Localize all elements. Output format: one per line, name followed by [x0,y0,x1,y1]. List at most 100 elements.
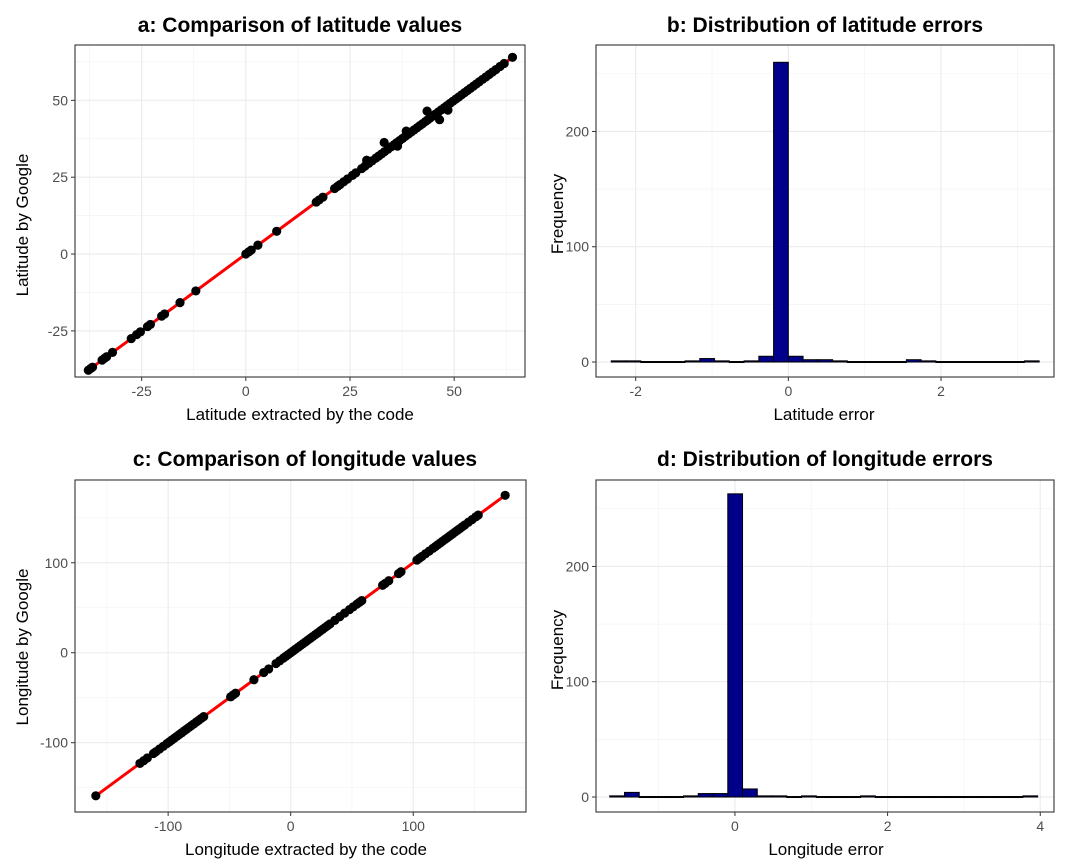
panel-a-x-axis-title: Latitude extracted by the code [186,405,414,424]
panel-b-x-tick-label: 2 [937,383,945,399]
panel-c-data-point [357,595,367,606]
panel-b-histogram-bar [817,359,834,363]
panel-a-data-point [401,126,411,136]
panel-d-histogram-bar [668,796,685,799]
panel-b-plot-area: -2 0 2 0 100 200 [566,44,1055,399]
panel-a-y-tick-label: 50 [52,92,68,108]
panel-a-title: a: Comparison of latitude values [138,14,462,37]
panel-a-data-point [253,240,263,250]
panel-d-histogram-bar [697,793,714,798]
panel-a-plot-area: -25 0 25 50 -25 0 25 50 [48,44,526,399]
panel-c-data-point [473,510,483,520]
panel-b-histogram-bar [787,355,804,363]
panel-a-data-point [87,362,98,372]
panel-d-histogram-bar [919,796,935,799]
panel-b-histogram-bar [610,360,627,363]
panel-d-histogram-bar [830,796,847,799]
panel-a-data-point [422,106,432,116]
panel-d-histogram-bar [815,796,832,799]
panel-b-x-tick-label: -2 [629,383,642,399]
panel-b-x-axis-title: Latitude error [773,405,874,424]
panel-a-data-point [175,298,185,308]
panel-a-data-point [392,141,403,151]
panel-d-longitude-error-histogram: d: Distribution of longitude errors Long… [548,448,1055,859]
panel-c-plot-area: -100 0 100 -100 0 100 [40,479,527,834]
panel-a-latitude-scatter: a: Comparison of latitude values Latitud… [13,14,526,424]
panel-b-y-axis-title: Frequency [548,173,567,254]
panel-d-histogram-bar [683,795,699,798]
panel-b-histogram-bar [655,361,671,364]
panel-c-data-point [230,688,241,698]
panel-c-data-point [199,712,209,722]
panel-d-histogram-bar [623,791,640,798]
panel-b-histogram-bar [905,359,922,363]
panel-b-x-tick-label: 0 [784,383,792,399]
panel-a-y-axis-title: Latitude by Google [13,154,32,297]
panel-b-histogram-bar [699,358,716,363]
panel-c-y-tick-label: 0 [60,645,68,661]
panel-d-histogram-bar [963,796,980,799]
panel-b-histogram-bar [714,360,730,363]
panel-c-data-point [249,675,259,685]
panel-d-histogram-bar [933,796,950,799]
panel-c-longitude-scatter: c: Comparison of longitude values Longit… [13,448,527,859]
panel-b-histogram-bar [876,361,893,364]
panel-a-y-tick-label: -25 [48,323,68,339]
panel-d-x-axis-title: Longitude error [768,840,884,859]
panel-d-panel-border [595,479,1055,813]
panel-d-histogram-bar [609,795,625,798]
panel-d-histogram-bar [756,795,773,798]
panel-b-histogram-bar [669,361,686,364]
panel-c-x-axis-title: Longitude extracted by the code [185,840,427,859]
panel-d-histogram-bar [1022,795,1039,798]
panel-d-x-tick-label: 2 [884,818,892,834]
panel-d-histogram-bar [712,793,729,798]
panel-b-histogram-bar [640,361,657,364]
panel-b-histogram-bar [994,361,1011,364]
panel-a-data-point [145,319,156,330]
panel-b-histogram-bar [728,361,745,364]
panel-b-histogram-bar [964,361,981,364]
panel-a-data-point [379,137,389,148]
panel-d-histogram-bar [948,796,965,799]
panel-d-x-tick-label: 4 [1036,818,1044,834]
panel-b-histogram-bar [891,361,907,364]
panel-a-x-tick-label: 25 [342,383,358,399]
panel-a-data-point [191,286,201,296]
panel-a-panel-border [74,44,526,378]
panel-d-histogram-bar [904,796,921,799]
panel-b-histogram-bar [1009,361,1025,364]
panel-b-latitude-error-histogram: b: Distribution of latitude errors Latit… [548,14,1055,424]
panel-a-x-tick-label: -25 [132,383,152,399]
panel-c-data-point [396,567,406,577]
panel-b-histogram-bar [935,361,952,364]
panel-d-histogram-bar [771,795,788,798]
panel-d-histogram-bar [992,796,1009,799]
panel-a-data-point [434,115,445,125]
panel-a-data-point [443,105,453,115]
panel-a-data-point [362,155,372,165]
panel-a-data-point [499,58,509,69]
panel-d-histogram-bar [786,796,803,799]
panel-d-histogram-bar [727,493,744,798]
panel-b-title: b: Distribution of latitude errors [667,14,983,37]
panel-d-histogram-bar [889,796,906,799]
panel-d-histogram-bar [860,795,876,798]
panel-c-y-tick-label: 100 [45,555,69,571]
panel-c-x-tick-label: -100 [154,818,182,834]
panel-b-histogram-bar [950,361,966,364]
panel-c-x-tick-label: 100 [402,818,426,834]
panel-d-histogram-bar [638,796,655,799]
panel-c-x-tick-label: 0 [287,818,295,834]
panel-b-histogram-bar [979,361,996,364]
panel-b-histogram-bar [758,355,775,363]
panel-d-y-tick-label: 200 [566,558,590,574]
panel-c-y-tick-label: -100 [40,735,68,751]
panel-b-histogram-bar [773,61,789,363]
panel-a-data-point [318,192,328,202]
panel-c-data-point [91,791,101,801]
panel-a-y-tick-label: 0 [60,246,68,262]
panel-c-y-axis-title: Longitude by Google [13,569,32,726]
panel-c-data-point [384,576,394,586]
panel-a-data-point [246,245,256,255]
